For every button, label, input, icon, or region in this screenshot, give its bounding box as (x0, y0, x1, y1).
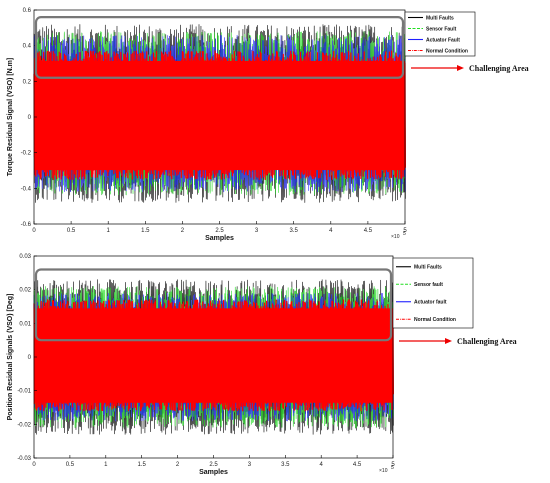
series-normal-condition-core (34, 308, 393, 403)
y-tick-label: 0.2 (23, 79, 32, 85)
legend-label: Multi Faults (414, 265, 442, 271)
y-tick-label: 0.6 (23, 8, 32, 14)
legend-label: Sensor fault (414, 282, 443, 288)
position-residual-chart: 0.030.020.010-0.01-0.02-0.030 0.5 1 1.5 2 2.5… (7, 254, 517, 476)
x-axis-label: Samples (205, 235, 234, 242)
x-tick-label: 4 (320, 462, 324, 468)
y-tick-label: 0.4 (23, 44, 32, 50)
x-tick-label: 0 (32, 228, 36, 234)
x-tick-label: 3 (255, 228, 259, 234)
y-tick-label: -0.01 (17, 389, 31, 395)
y-tick-label: 0 (28, 115, 32, 121)
x-axis-label: Samples (199, 469, 228, 476)
x-tick-label: 2.5 (215, 228, 224, 234)
legend-label: Sensor Fault (426, 26, 457, 32)
legend-label: Multi Faults (426, 15, 454, 21)
x-tick-label: 0 (32, 462, 36, 468)
y-tick-label: 0 (28, 355, 32, 361)
challenging-area-box (34, 268, 393, 342)
x-multiplier: ×10 (391, 234, 400, 240)
torque-residual-chart: 0.60.40.20-0.2-0.4-0.60 0.5 1 1.5 2 2.5 3 3.5 4 4… (7, 8, 529, 242)
x-multiplier: ×10 (379, 468, 388, 474)
x-multiplier-exponent: 5 (391, 465, 394, 471)
x-tick-label: 1 (107, 228, 111, 234)
legend-box (392, 257, 474, 329)
legend-label: Normal Condition (426, 48, 468, 54)
x-tick-label: 2 (176, 462, 180, 468)
x-tick-label: 3.5 (290, 228, 299, 234)
legend-label: Actuator fault (414, 300, 447, 306)
x-tick-label: 0.5 (67, 228, 76, 234)
legend-box (404, 11, 476, 57)
y-axis-label: Torque Residual Signal (VSO) [N.m] (7, 58, 14, 177)
annotation-label: Challenging Area (457, 337, 517, 346)
y-tick-label: -0.02 (17, 422, 31, 428)
annotation-arrow-head (445, 338, 452, 344)
y-tick-label: -0.03 (17, 456, 31, 462)
x-tick-label: 5 (403, 228, 407, 234)
legend-label: Actuator Fault (426, 37, 460, 43)
y-tick-label: -0.6 (21, 222, 32, 228)
y-tick-label: -0.2 (21, 151, 32, 157)
x-tick-label: 2 (181, 228, 185, 234)
annotation-label: Challenging Area (469, 64, 529, 73)
x-tick-label: 1.5 (141, 228, 150, 234)
x-tick-label: 3 (248, 462, 252, 468)
x-tick-label: 3.5 (281, 462, 290, 468)
legend-label: Normal Condition (414, 317, 456, 323)
x-tick-label: 5 (391, 462, 395, 468)
x-multiplier-exponent: 5 (403, 231, 406, 237)
x-tick-label: 4.5 (353, 462, 362, 468)
x-tick-label: 2.5 (209, 462, 218, 468)
x-tick-label: 1.5 (138, 462, 147, 468)
series-normal-condition-core (34, 60, 405, 171)
y-tick-label: -0.4 (21, 186, 32, 192)
x-tick-label: 0.5 (66, 462, 75, 468)
y-tick-label: 0.03 (19, 254, 31, 260)
annotation-arrow-head (457, 65, 464, 71)
x-tick-label: 4.5 (364, 228, 373, 234)
x-tick-label: 4 (329, 228, 333, 234)
y-tick-label: 0.01 (19, 321, 31, 327)
challenging-area-box (34, 16, 405, 79)
y-axis-label: Position Residual Signals (VSO) [Deg] (7, 294, 14, 421)
x-tick-label: 1 (104, 462, 108, 468)
y-tick-label: 0.02 (19, 288, 31, 294)
